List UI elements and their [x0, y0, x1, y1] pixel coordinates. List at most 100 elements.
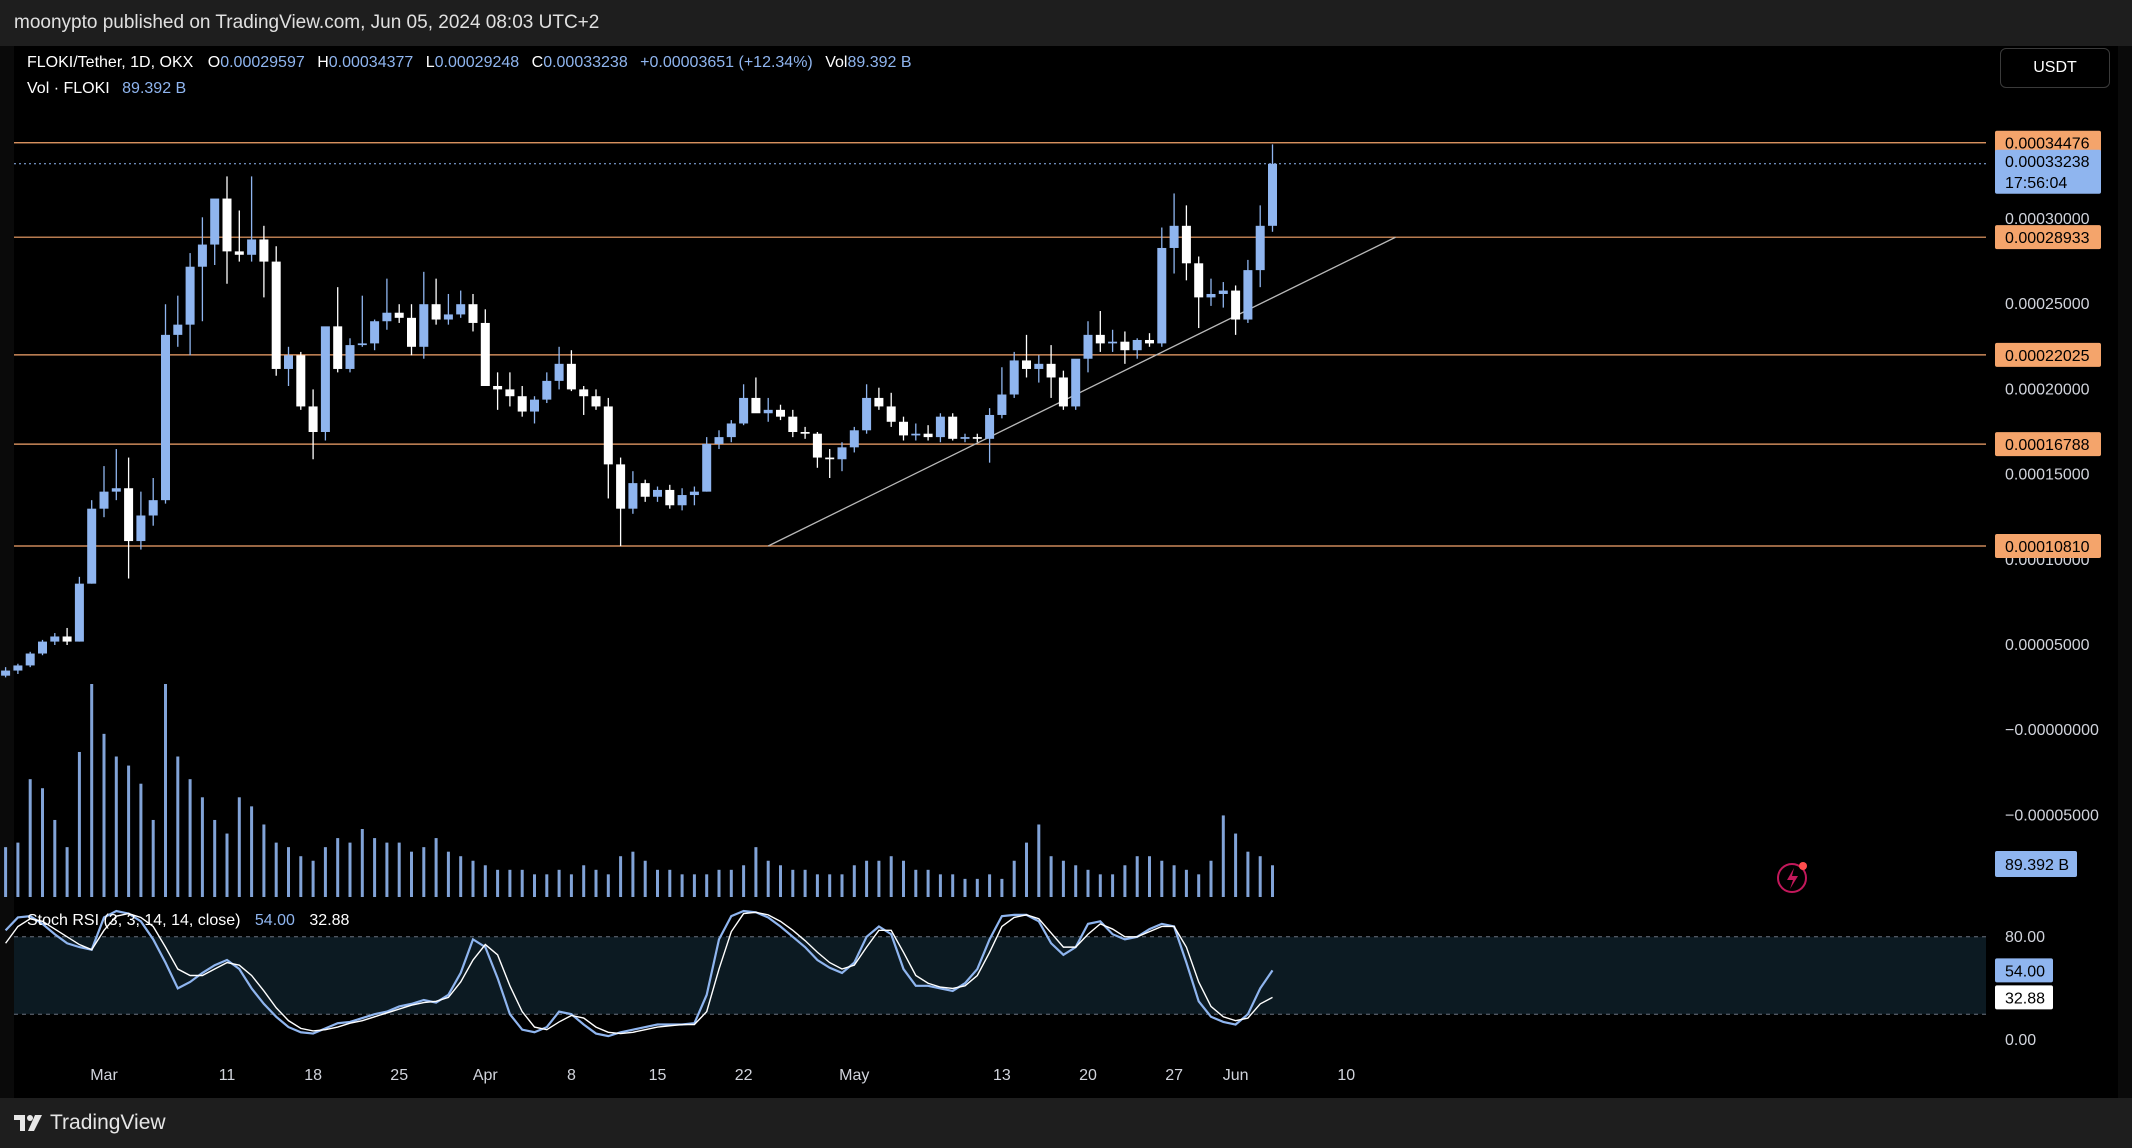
stoch-d-box [1995, 985, 2053, 1010]
stoch-rsi-label[interactable]: Stoch RSI (3, 3, 14, 14, close) [27, 912, 241, 929]
candle [13, 663, 23, 674]
candle-body [284, 355, 293, 369]
candle-body [1058, 377, 1068, 407]
candle-body [862, 397, 872, 431]
ohlc-legend: FLOKI/Tether, 1D, OKX O0.00029597 H0.000… [27, 54, 912, 72]
candle [480, 309, 490, 386]
candle [124, 457, 134, 579]
candle-body [247, 239, 257, 255]
candle-body [812, 433, 822, 458]
volume-bar [102, 733, 106, 897]
x-tick-label: 8 [567, 1067, 576, 1084]
volume-bar [815, 874, 819, 897]
candle [923, 425, 933, 441]
candle-body [370, 321, 380, 344]
stoch-k-line [4, 909, 1274, 1038]
volume-bar [1061, 860, 1065, 897]
candle [505, 372, 515, 407]
volume-bar [1271, 865, 1274, 897]
volume-bar [139, 783, 143, 897]
candle [751, 377, 761, 414]
volume-legend: Vol · FLOKI 89.392 B [27, 80, 186, 98]
candle-body [210, 198, 220, 245]
volume-bar [1135, 856, 1139, 897]
candle [1194, 256, 1204, 329]
volume-bar [483, 865, 487, 897]
volume-legend-label[interactable]: Vol · FLOKI [27, 80, 110, 97]
candle-body [345, 345, 355, 369]
volume-bar [594, 869, 598, 897]
volume-bar [496, 869, 500, 897]
candle [874, 387, 884, 410]
candle [161, 304, 170, 504]
countdown-label: 17:56:04 [2005, 175, 2067, 192]
candle-body [38, 641, 47, 654]
volume-bar [889, 856, 893, 897]
candle [1206, 278, 1216, 306]
candle-body [505, 389, 515, 397]
candle-body [825, 457, 835, 460]
volume-bar [28, 779, 32, 897]
chart-area[interactable] [14, 46, 2118, 1098]
candle [431, 278, 441, 325]
volume-bar [656, 869, 659, 897]
volume-bar [926, 869, 930, 897]
level-label-box [1995, 130, 2101, 155]
volume-bar [705, 874, 709, 897]
candle [825, 449, 835, 479]
candle-body [554, 363, 564, 381]
candle [1157, 227, 1167, 347]
candle-body [50, 636, 60, 642]
candle-body [271, 261, 281, 369]
volume-bar [1246, 851, 1250, 897]
candle [197, 217, 207, 322]
volume-bar [975, 878, 979, 897]
candle-body [714, 437, 724, 444]
candle-body [480, 322, 490, 386]
candle [271, 246, 281, 376]
volume-bar [963, 878, 967, 897]
candle [284, 346, 293, 386]
symbol-label[interactable]: FLOKI/Tether, 1D, OKX [27, 54, 194, 71]
volume-bar [1012, 860, 1016, 897]
candle [739, 384, 749, 426]
volume-bar [668, 869, 672, 897]
volume-bar [274, 842, 278, 897]
volume-bar [323, 847, 327, 897]
candle-body [776, 409, 785, 417]
volume-legend-value: 89.392 B [122, 80, 187, 97]
candle [530, 396, 539, 424]
candle [148, 478, 158, 526]
candle-body [308, 406, 318, 432]
volume-bar [1160, 860, 1164, 897]
vol-label: Vol [825, 54, 848, 71]
candle [837, 442, 847, 472]
candle-body [689, 491, 699, 496]
high-value: 0.00034377 [328, 54, 414, 71]
candle-body [296, 355, 306, 407]
candle-body [997, 394, 1007, 415]
candle [776, 404, 785, 421]
candle-body [419, 304, 429, 347]
volume-bar [680, 874, 684, 897]
candle [136, 491, 146, 550]
candle-body [25, 653, 35, 666]
candle [74, 576, 84, 642]
candle-body [542, 380, 552, 400]
volume-bar [1037, 824, 1041, 897]
candle-body [874, 397, 884, 407]
candle [554, 346, 564, 390]
tradingview-logo[interactable]: TradingView [14, 1111, 166, 1135]
candle [1058, 370, 1068, 410]
level-label: 0.00010810 [2005, 539, 2090, 556]
candle [702, 437, 712, 492]
currency-button[interactable]: USDT [2000, 48, 2110, 88]
volume-bar [729, 869, 733, 897]
volume-bar [631, 851, 635, 897]
volume-bar [336, 838, 340, 897]
volume-bar [717, 869, 721, 897]
candle-body [726, 423, 736, 438]
candle-body [87, 508, 97, 584]
candle [99, 466, 109, 518]
